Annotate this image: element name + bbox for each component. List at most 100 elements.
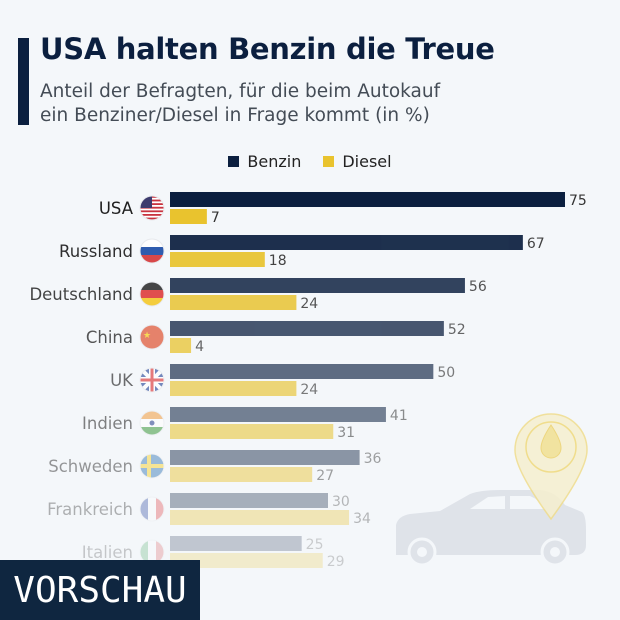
- germany-flag-icon: [140, 282, 164, 306]
- bar-group-china: China ★ 52 4: [86, 321, 466, 355]
- bar-benzin: [170, 450, 360, 465]
- flag-border: [139, 324, 165, 350]
- flag-cross: [140, 368, 164, 392]
- bar-benzin: [170, 536, 302, 551]
- flag-border: [139, 281, 165, 307]
- bar-group-indien: Indien 41 31: [82, 407, 408, 441]
- data-label-diesel: 7: [211, 210, 220, 226]
- uk-flag-icon: [140, 368, 164, 392]
- category-label: Russland: [59, 242, 133, 261]
- chart-subtitle: Anteil der Befragten, für die beim Autok…: [40, 80, 560, 128]
- bar-diesel: [170, 510, 350, 525]
- legend-item-benzin: Benzin: [228, 152, 301, 171]
- data-label-benzin: 41: [390, 408, 408, 424]
- flag-stripe: [148, 497, 156, 521]
- data-label-diesel: 29: [327, 554, 345, 570]
- bar-group-usa: USA 75 7: [99, 192, 587, 226]
- flag-stripe: [140, 411, 164, 419]
- flag-stripe: [148, 540, 156, 564]
- data-label-benzin: 50: [437, 365, 455, 381]
- location-pin-drop-icon: [514, 413, 588, 521]
- data-label-diesel: 27: [316, 468, 334, 484]
- preview-badge: VORSCHAU: [0, 560, 200, 620]
- bar-diesel: [170, 467, 313, 482]
- bar-group-russland: Russland 67 18: [59, 235, 545, 269]
- china-flag-icon: ★: [140, 325, 164, 349]
- sweden-flag-icon: [140, 454, 164, 478]
- bar-benzin: [170, 364, 434, 379]
- flag-stripe: [156, 540, 164, 564]
- bar-diesel: [170, 209, 207, 224]
- data-label-diesel: 18: [269, 253, 287, 269]
- legend-item-diesel: Diesel: [323, 152, 392, 171]
- bar-benzin: [170, 493, 328, 508]
- flag-star: ★: [143, 331, 151, 341]
- bar-benzin: [170, 278, 465, 293]
- flag-stripe: [140, 239, 164, 247]
- data-label-diesel: 4: [195, 339, 204, 355]
- flag-border: [139, 238, 165, 264]
- subtitle-line-1: Anteil der Befragten, für die beim Autok…: [40, 81, 441, 102]
- legend-swatch-diesel: [323, 156, 335, 167]
- category-label: UK: [110, 371, 134, 390]
- data-label-benzin: 67: [527, 236, 545, 252]
- data-label-diesel: 24: [300, 382, 318, 398]
- italy-flag-icon: [140, 540, 164, 564]
- flag-stripe: [140, 214, 164, 216]
- data-label-benzin: 56: [469, 279, 487, 295]
- data-label-benzin: 25: [306, 537, 324, 553]
- flag-stripe: [140, 290, 164, 298]
- title-accent-bar: [18, 38, 29, 125]
- legend-label-benzin: Benzin: [247, 152, 302, 171]
- category-label: Frankreich: [47, 500, 133, 519]
- flag-bg: [140, 454, 164, 478]
- category-label: USA: [99, 199, 134, 218]
- subtitle-line-2: ein Benziner/Diesel in Frage kommt (in %…: [40, 105, 430, 126]
- flag-stripe: [140, 210, 164, 213]
- flag-border: [139, 496, 165, 522]
- flag-bg: [140, 325, 164, 349]
- flag-wheel: [149, 420, 155, 426]
- data-label-diesel: 31: [337, 425, 355, 441]
- bar-diesel: [170, 295, 297, 310]
- flag-stripe: [156, 497, 164, 521]
- russia-flag-icon: [140, 239, 164, 263]
- category-label: Italien: [82, 543, 133, 562]
- car-illustration-icon: [396, 490, 586, 567]
- bar-group-uk: UK 50 24: [110, 364, 455, 398]
- india-flag-icon: [140, 411, 164, 435]
- chart-title: USA halten Benzin die Treue: [40, 32, 495, 66]
- bar-diesel: [170, 338, 192, 353]
- france-flag-icon: [140, 497, 164, 521]
- bar-benzin: [170, 192, 565, 207]
- flag-stripe: [140, 247, 164, 255]
- flag-stripe: [140, 255, 164, 263]
- category-label: Deutschland: [29, 285, 133, 304]
- bar-benzin: [170, 407, 386, 422]
- flag-stripe: [140, 427, 164, 435]
- bar-benzin: [170, 321, 444, 336]
- bar-benzin: [170, 235, 523, 250]
- flag-stripe: [140, 540, 148, 564]
- data-label-benzin: 36: [364, 451, 382, 467]
- flag-cross: [140, 464, 164, 468]
- flag-border: [139, 453, 165, 479]
- flag-border: [139, 367, 165, 393]
- flag-stripe: [140, 282, 164, 290]
- bar-group-schweden: Schweden 36 27: [48, 450, 382, 484]
- data-label-benzin: 52: [448, 322, 466, 338]
- data-label-diesel: 24: [300, 296, 318, 312]
- flag-border: [139, 195, 165, 221]
- data-label-diesel: 34: [353, 511, 371, 527]
- bar-diesel: [170, 553, 323, 568]
- bar-diesel: [170, 424, 334, 439]
- flag-stripe: [140, 217, 164, 220]
- bar-diesel: [170, 252, 265, 267]
- bar-diesel: [170, 381, 297, 396]
- flag-stripe: [140, 497, 148, 521]
- category-label: Indien: [82, 414, 133, 433]
- legend-label-diesel: Diesel: [342, 152, 392, 171]
